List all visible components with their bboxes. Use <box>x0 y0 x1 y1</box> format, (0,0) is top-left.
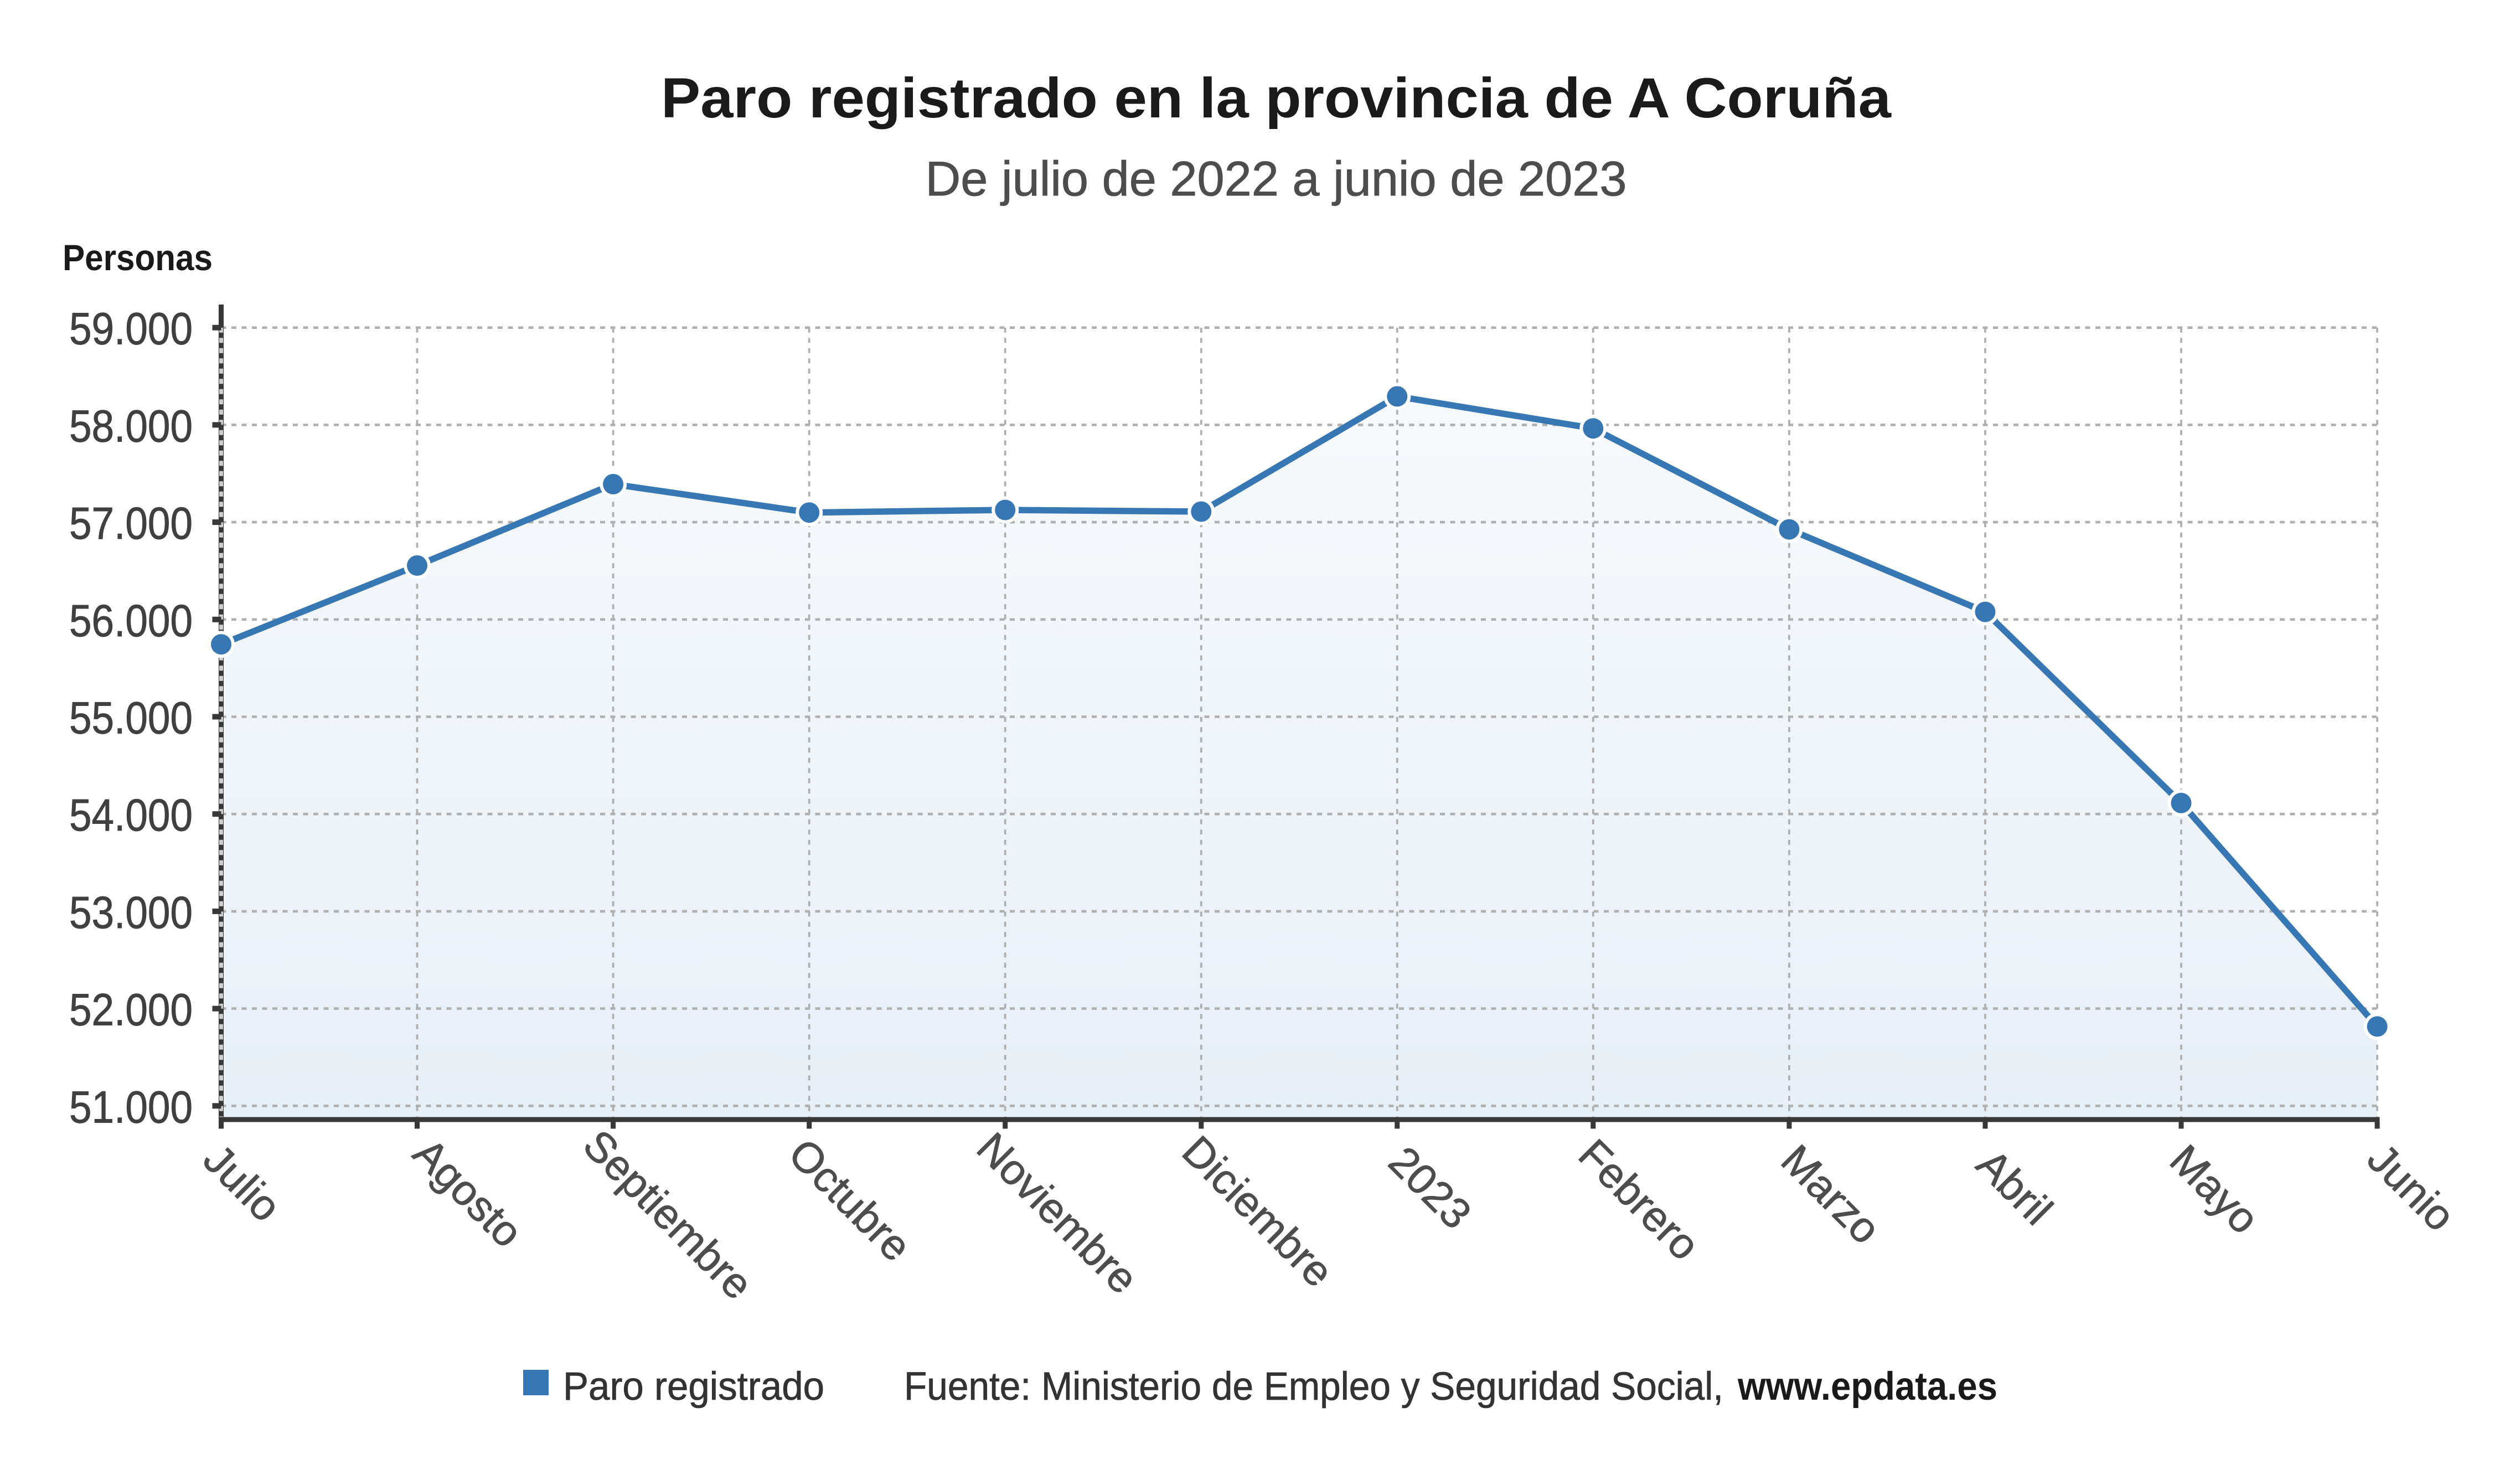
svg-text:56.000: 56.000 <box>69 596 193 646</box>
svg-text:Paro registrado: Paro registrado <box>563 1365 824 1409</box>
svg-text:www.epdata.es: www.epdata.es <box>1737 1365 1997 1409</box>
svg-text:53.000: 53.000 <box>69 888 193 938</box>
svg-text:Paro registrado en la provinci: Paro registrado en la provincia de A Cor… <box>661 66 1892 130</box>
svg-text:Personas: Personas <box>63 237 213 278</box>
svg-text:54.000: 54.000 <box>69 790 193 840</box>
svg-text:57.000: 57.000 <box>69 498 193 549</box>
svg-text:58.000: 58.000 <box>69 401 193 451</box>
svg-text:De julio de 2022 a junio de 20: De julio de 2022 a junio de 2023 <box>926 151 1627 206</box>
svg-text:51.000: 51.000 <box>69 1082 193 1132</box>
svg-text:55.000: 55.000 <box>69 693 193 744</box>
svg-text:Fuente: Ministerio de Empleo y: Fuente: Ministerio de Empleo y Seguridad… <box>904 1365 1723 1409</box>
svg-text:59.000: 59.000 <box>69 304 193 354</box>
svg-text:52.000: 52.000 <box>69 985 193 1035</box>
